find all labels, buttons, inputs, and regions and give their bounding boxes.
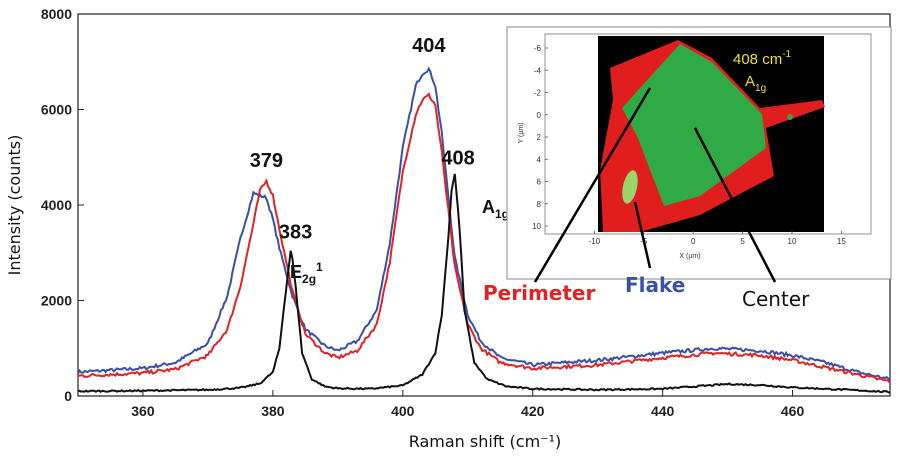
y-tick-label: 6000	[41, 102, 72, 118]
x-tick-label: 400	[391, 403, 415, 419]
leader-line-perimeter	[533, 87, 652, 283]
x-tick-label: 420	[521, 403, 545, 419]
inset-x-tick-label: 5	[740, 237, 745, 246]
y-axis-ticks: 0 2000 4000 6000 8000	[41, 6, 84, 404]
inset-y-tick-label: -4	[534, 66, 542, 75]
mode-label-a1g: A1g	[482, 197, 509, 221]
x-axis-ticks: 360 380 400 420 440 460	[131, 390, 804, 419]
inset-annotation-wavenumber: 408 cm-1	[733, 49, 792, 68]
leader-line-flake	[633, 201, 652, 269]
inset-x-tick-label: 10	[788, 237, 797, 246]
inset-x-tick-label: -10	[589, 237, 601, 246]
inset-y-tick-label: 10	[532, 222, 541, 231]
inset-y-title: Y (µm)	[518, 122, 525, 143]
legend-center: Center	[742, 287, 810, 311]
x-tick-label: 460	[781, 403, 805, 419]
legend-flake: Flake	[625, 273, 685, 297]
inset-center-dot	[787, 114, 793, 120]
inset-y-tick-label: 8	[537, 200, 542, 209]
y-tick-label: 0	[64, 388, 72, 404]
series-line-perimeter	[78, 92, 891, 384]
inset-x-tick-label: 0	[691, 237, 696, 246]
y-axis-title: Intensity (counts)	[5, 135, 24, 276]
inset-plot-border	[544, 33, 872, 235]
series-line-center	[77, 173, 891, 394]
inset-flake-spot	[622, 170, 638, 204]
x-axis-title: Raman shift (cm⁻¹)	[409, 432, 562, 451]
inset-y-tick-label: 4	[537, 155, 542, 164]
inset-y-tick-label: 6	[537, 178, 542, 187]
x-tick-label: 360	[131, 403, 155, 419]
series-layer	[77, 66, 891, 394]
inset-y-tick-label: 0	[537, 111, 542, 120]
x-tick-label: 380	[261, 403, 285, 419]
y-tick-label: 8000	[41, 6, 72, 22]
peak-label-404: 404	[412, 35, 446, 57]
inset-y-tick-label: -2	[534, 89, 542, 98]
y-tick-label: 2000	[41, 293, 72, 309]
peak-label-408: 408	[441, 147, 474, 169]
inset-x-title: X (µm)	[679, 253, 700, 260]
leader-line-center	[693, 127, 777, 283]
series-line-flake	[77, 66, 891, 381]
inset-annotation-mode: A1g	[745, 73, 766, 94]
peak-labels: 379 383 404 408	[250, 35, 475, 243]
inset-y-tick-label: 2	[537, 133, 542, 142]
inset-center-region	[622, 44, 766, 206]
y-tick-label: 4000	[41, 197, 72, 213]
peak-label-379: 379	[250, 150, 283, 172]
mode-label-e2g: E2g1	[290, 260, 323, 286]
x-tick-label: 440	[651, 403, 675, 419]
legend-perimeter: Perimeter	[483, 281, 595, 305]
inset-x-tick-label: 15	[837, 237, 846, 246]
peak-label-383: 383	[279, 221, 312, 243]
inset-y-tick-label: -6	[534, 44, 542, 53]
inset-y-ticks: -6 -4 -2 0 2 4 6 8 10	[532, 44, 548, 231]
